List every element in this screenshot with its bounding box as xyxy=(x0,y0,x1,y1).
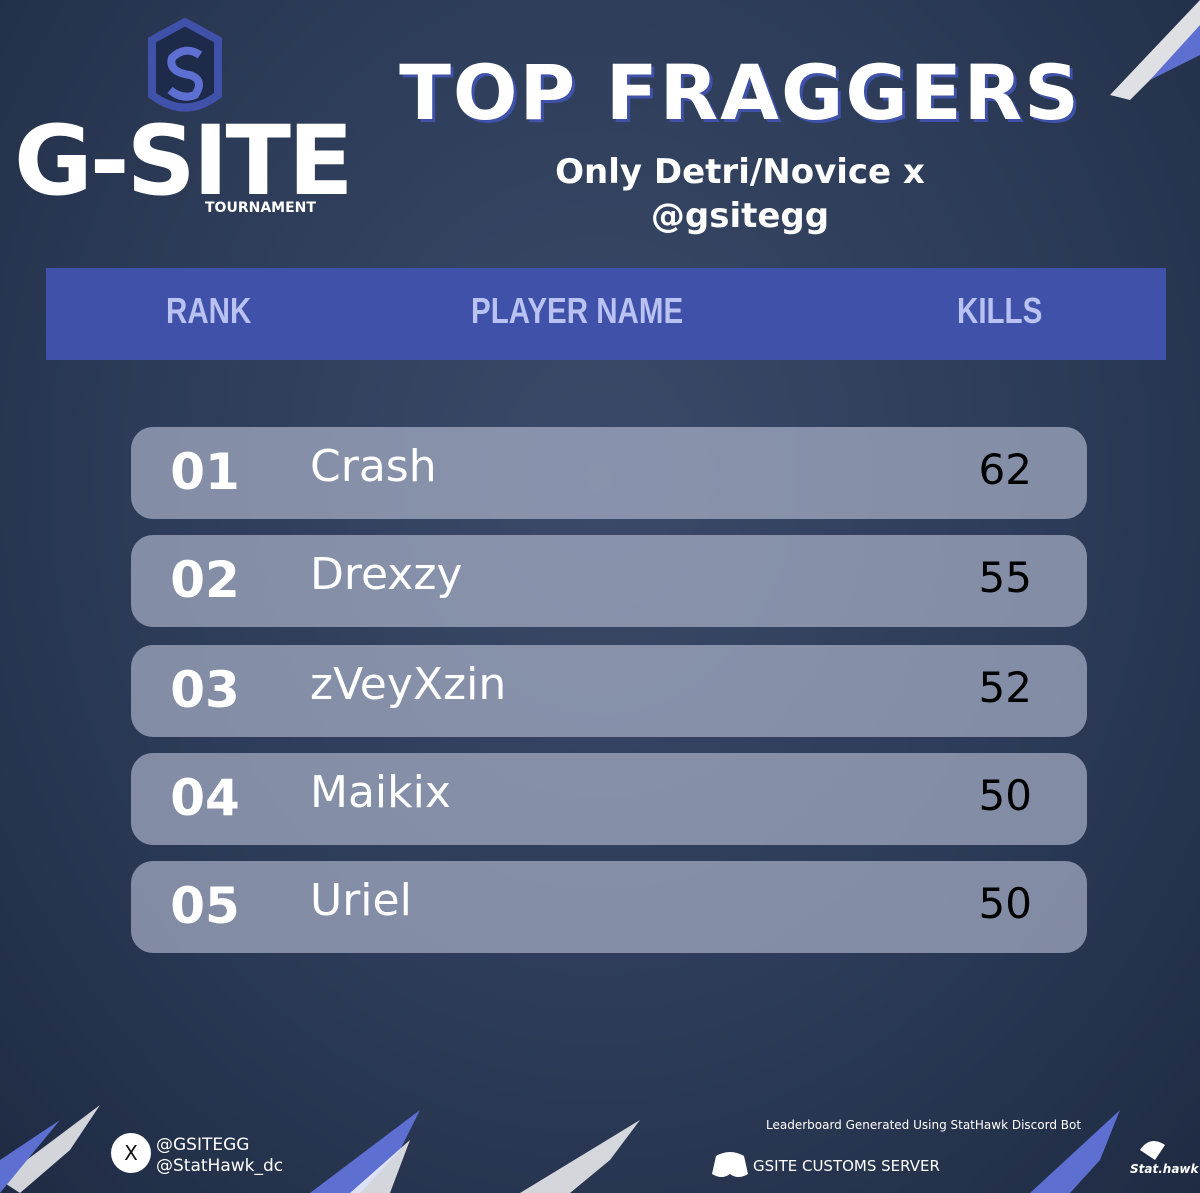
kills: 62 xyxy=(978,445,1032,494)
player-name: zVeyXzin xyxy=(310,659,507,710)
svg-text:X: X xyxy=(124,1141,138,1165)
logo-name: G-SITE xyxy=(14,105,354,217)
player-name: Maikix xyxy=(310,767,451,818)
table-row xyxy=(131,753,1087,845)
column-header: RANK xyxy=(166,290,252,331)
title: TOP FRAGGERS xyxy=(399,48,1081,137)
table-row xyxy=(131,645,1087,737)
rank: 01 xyxy=(170,443,240,501)
table-header xyxy=(46,268,1166,360)
kills: 52 xyxy=(978,663,1032,712)
kills: 55 xyxy=(978,553,1032,602)
kills: 50 xyxy=(978,879,1032,928)
subtitle: Only Detri/Novice x xyxy=(555,152,925,192)
logo-tagline: TOURNAMENT xyxy=(205,200,316,216)
table-row xyxy=(131,535,1087,627)
column-header: KILLS xyxy=(957,290,1043,331)
column-header: PLAYER NAME xyxy=(471,290,684,331)
table-row xyxy=(131,427,1087,519)
server-link[interactable]: GSITE CUSTOMS SERVER xyxy=(753,1157,940,1175)
player-name: Drexzy xyxy=(310,549,463,600)
rank: 04 xyxy=(170,769,240,827)
table-row xyxy=(131,861,1087,953)
kills: 50 xyxy=(978,771,1032,820)
subtitle: @gsitegg xyxy=(650,196,830,236)
player-name: Uriel xyxy=(310,875,412,926)
handle: @GSITEGG xyxy=(156,1135,250,1155)
rank: 05 xyxy=(170,877,240,935)
credit: Leaderboard Generated Using StatHawk Dis… xyxy=(766,1118,1082,1132)
rank: 02 xyxy=(170,551,240,609)
handle: @StatHawk_dc xyxy=(156,1156,284,1176)
player-name: Crash xyxy=(310,441,437,492)
brand: Stat.hawk xyxy=(1130,1162,1199,1176)
rank: 03 xyxy=(170,661,240,719)
